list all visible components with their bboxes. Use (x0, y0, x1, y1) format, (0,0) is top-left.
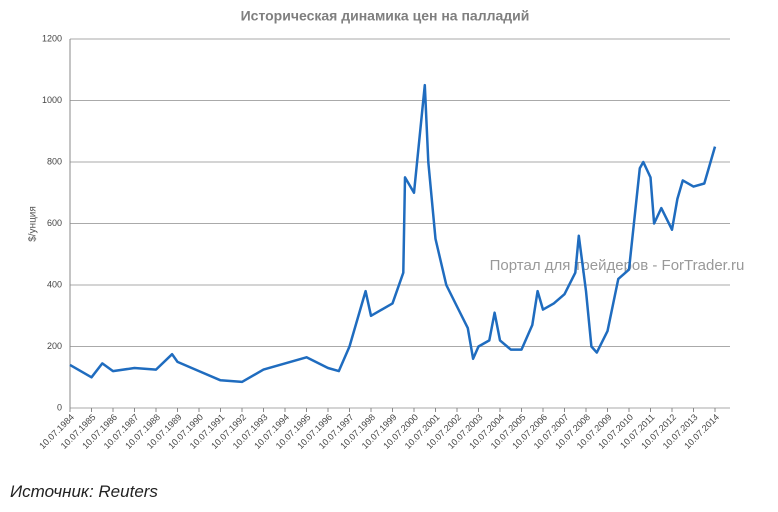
y-tick-label: 1200 (42, 33, 62, 43)
y-tick-label: 400 (47, 279, 62, 289)
source: Источник: Reuters (10, 482, 158, 501)
price-line (69, 83, 717, 384)
y-tick-label: 800 (47, 156, 62, 166)
chart: Историческая динамика цен на палладий $/… (28, 8, 745, 451)
y-tick-label: 0 (57, 402, 62, 412)
chart-title: Историческая динамика цен на палладий (241, 8, 530, 24)
y-tick-label: 200 (47, 341, 62, 351)
y-tick-label: 1000 (42, 95, 62, 105)
y-axis-label: $/унция (28, 206, 39, 242)
y-tick-label: 600 (47, 218, 62, 228)
watermark: Портал для трейдеров - ForTrader.ru (490, 257, 745, 274)
